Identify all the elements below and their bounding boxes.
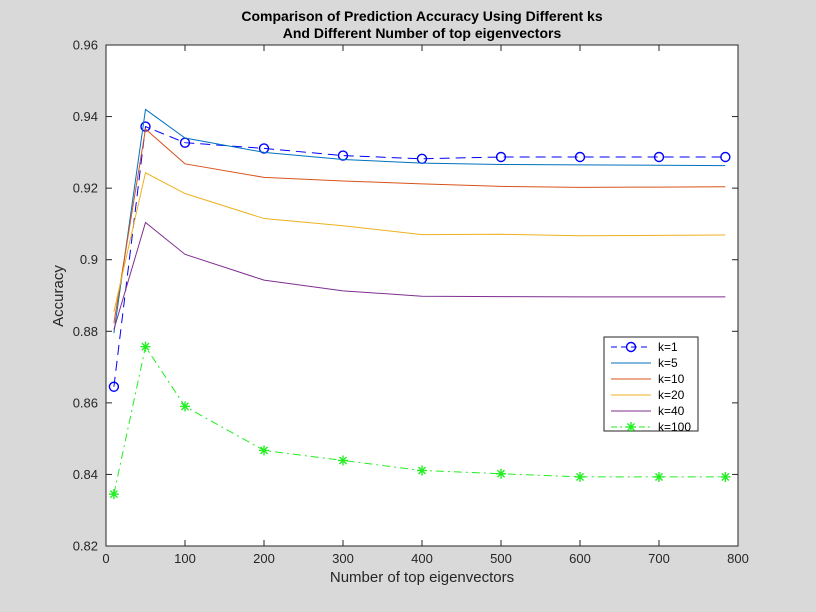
data-point-marker [720,471,731,482]
legend-entry: k=10 [611,372,685,386]
data-point-marker [180,401,190,412]
x-tick-label: 100 [174,551,196,566]
data-point-marker [338,455,348,466]
data-point-marker [654,471,664,482]
data-point-marker [259,445,269,456]
data-point-marker [626,422,636,432]
x-axis-title: Number of top eigenvectors [330,569,514,586]
y-tick-label: 0.82 [73,539,98,554]
legend-box [603,336,699,432]
data-point-marker [417,465,427,476]
x-tick-label: 200 [253,551,275,566]
data-point-marker [575,471,585,482]
data-point-marker [140,341,151,352]
legend-entry: k=100 [611,420,691,434]
y-tick-label: 0.94 [73,109,98,124]
series-k-10 [113,128,726,324]
x-tick-label: 300 [332,551,354,566]
y-axis-title: Accuracy [50,265,67,327]
chart-title-line-2: And Different Number of top eigenvectors [283,25,562,41]
y-tick-label: 0.88 [73,324,98,339]
legend: k=1 k=5 k=10 k=20 k=40 k=100 [603,336,699,434]
x-tick-label: 600 [569,551,591,566]
data-point-marker [720,151,731,163]
series-lines [108,108,731,500]
series-line [113,221,726,330]
series-k-40 [113,221,726,330]
data-point-marker [108,381,120,392]
legend-label: k=20 [658,388,685,402]
y-tick-label: 0.92 [73,181,98,196]
y-tick-label: 0.96 [73,38,98,53]
data-point-marker [574,151,586,163]
series-line [113,125,726,387]
y-tick-label: 0.84 [73,467,98,482]
chart-title-line-1: Comparison of Prediction Accuracy Using … [241,8,602,24]
series-line [113,345,726,495]
x-tick-label: 500 [490,551,512,566]
series-k-20 [113,172,726,312]
plot-area [106,45,738,546]
legend-entry: k=1 [611,340,678,354]
x-tick-label: 700 [648,551,670,566]
data-point-marker [625,341,637,353]
data-point-marker [653,151,665,163]
legend-entry: k=20 [611,388,685,402]
legend-label: k=100 [658,420,691,434]
legend-entry: k=5 [611,356,678,370]
x-tick-label: 0 [102,551,109,566]
data-point-marker [258,143,270,154]
series-line [113,108,726,334]
ticks: 0 100 200 300 400 500 600 700 800 0.82 0.84 0.86 0.8… [73,38,749,567]
x-tick-label: 400 [411,551,433,566]
legend-label: k=10 [658,372,685,386]
series-line [113,172,726,312]
x-tick-label: 800 [727,551,749,566]
legend-entry: k=40 [611,404,685,418]
plot-frame [105,44,739,547]
data-point-marker [108,489,119,500]
legend-label: k=1 [658,340,678,354]
data-point-marker [337,150,349,161]
y-tick-label: 0.86 [73,395,98,410]
y-tick-label: 0.9 [80,252,98,267]
series-line [113,128,726,324]
series-k-5 [113,108,726,334]
legend-label: k=40 [658,404,685,418]
series-k-100 [108,341,731,500]
legend-label: k=5 [658,356,678,370]
data-point-marker [496,468,506,479]
data-point-marker [495,151,507,163]
